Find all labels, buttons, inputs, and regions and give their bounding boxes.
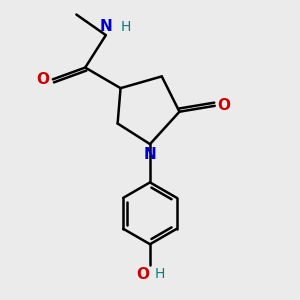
Text: H: H (154, 267, 165, 281)
Text: H: H (121, 20, 131, 34)
Text: O: O (218, 98, 231, 113)
Text: N: N (100, 19, 112, 34)
Text: O: O (136, 267, 149, 282)
Text: O: O (36, 72, 49, 87)
Text: N: N (144, 147, 156, 162)
